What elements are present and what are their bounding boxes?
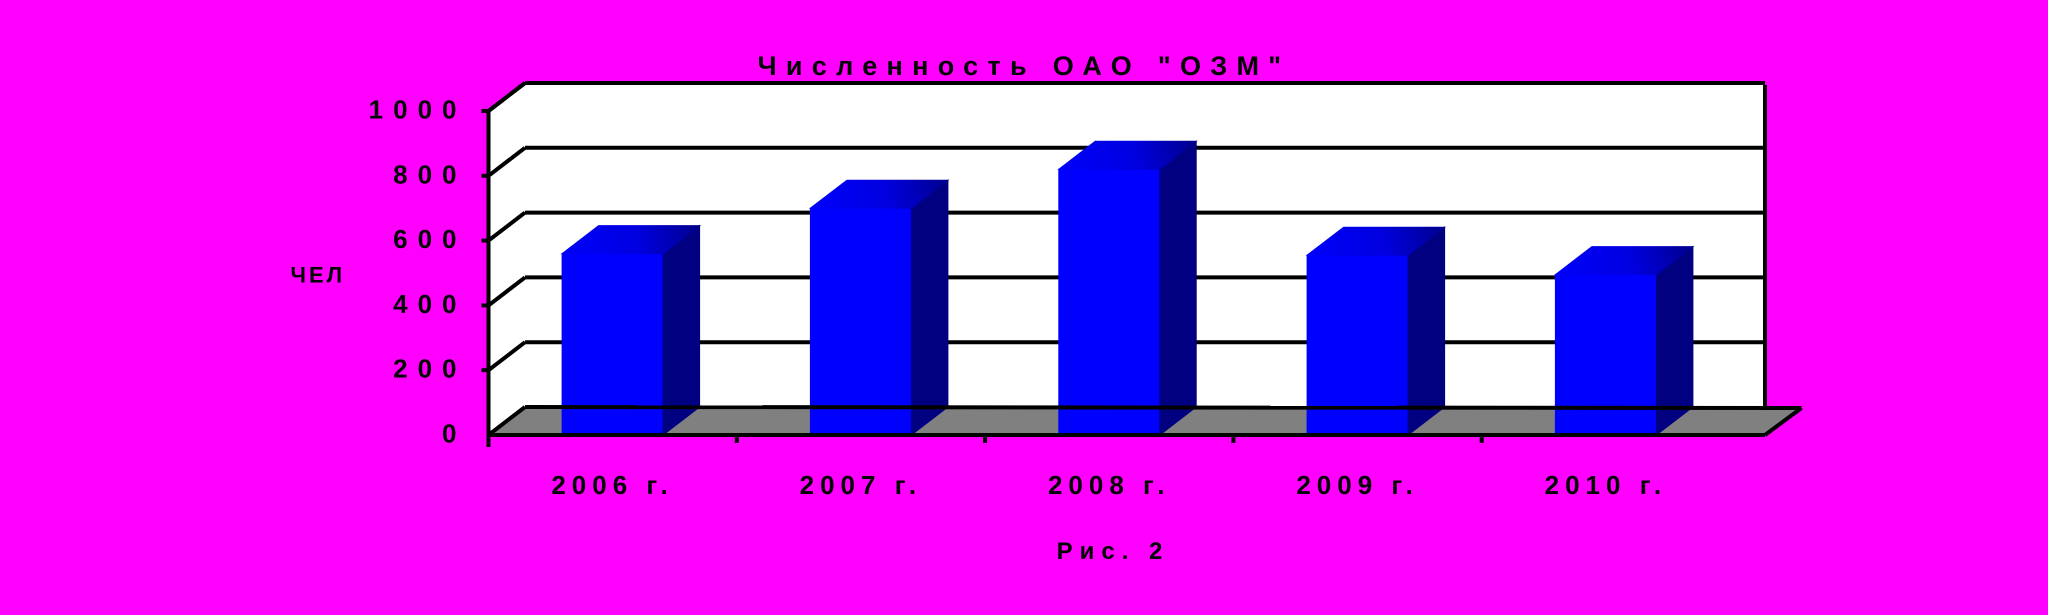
svg-text:400: 400 <box>393 289 466 319</box>
svg-text:2010 г.: 2010 г. <box>1545 470 1668 500</box>
svg-text:800: 800 <box>393 159 466 189</box>
svg-text:2008 г.: 2008 г. <box>1048 470 1171 500</box>
svg-text:Численность ОАО "ОЗМ": Численность ОАО "ОЗМ" <box>758 51 1291 81</box>
svg-text:600: 600 <box>393 224 466 254</box>
svg-text:2006 г.: 2006 г. <box>551 470 674 500</box>
svg-text:2009 г.: 2009 г. <box>1296 470 1419 500</box>
svg-text:200: 200 <box>393 354 466 384</box>
svg-text:ЧЕЛ: ЧЕЛ <box>291 263 346 288</box>
svg-text:Рис. 2: Рис. 2 <box>1057 538 1170 565</box>
svg-text:1000: 1000 <box>369 95 467 125</box>
svg-text:0: 0 <box>442 419 466 449</box>
svg-text:2007 г.: 2007 г. <box>800 470 923 500</box>
